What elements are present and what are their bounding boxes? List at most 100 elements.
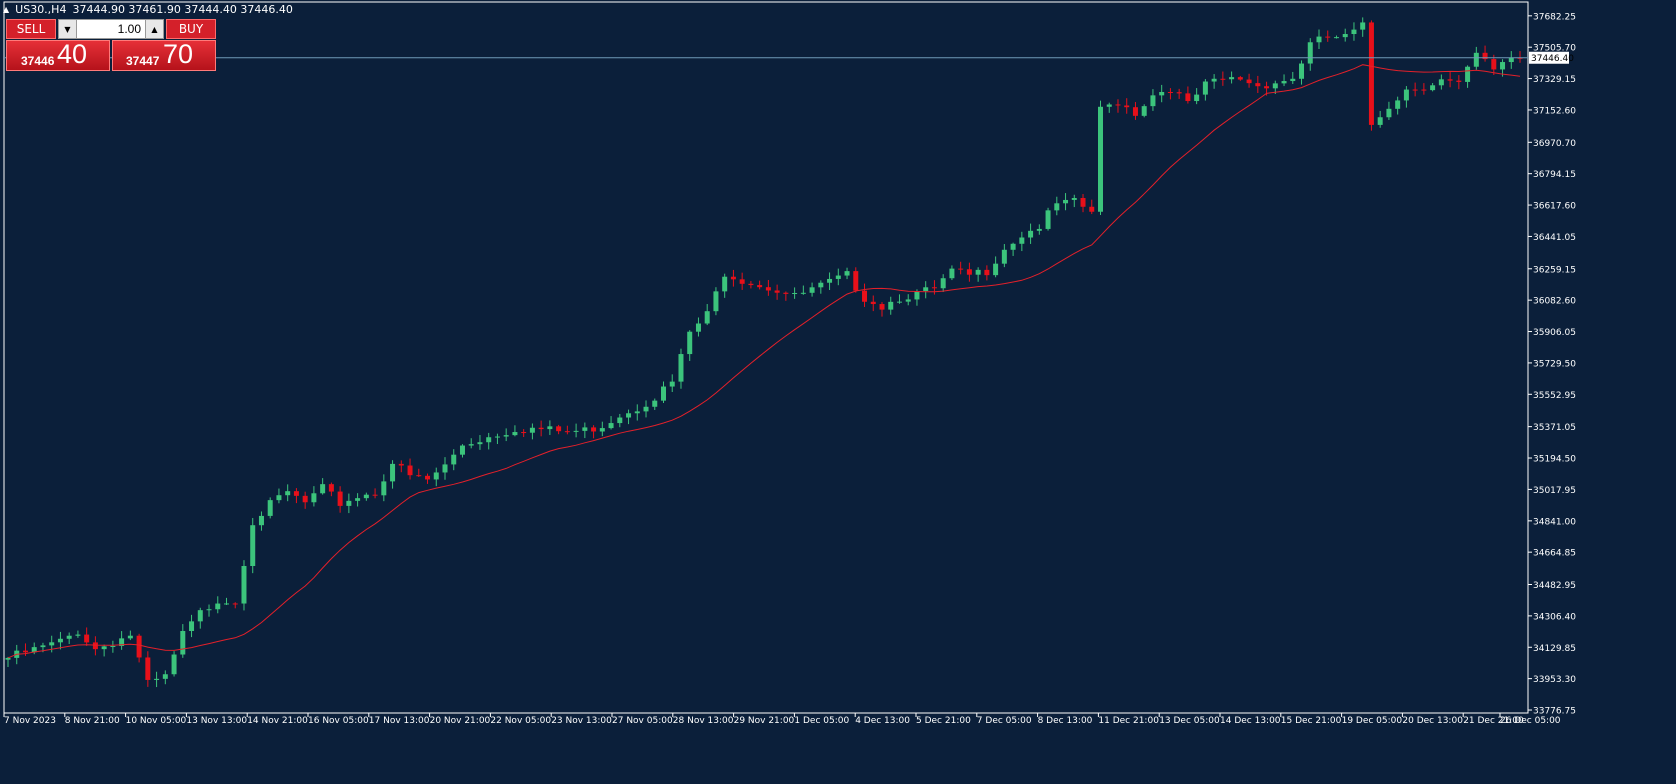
candle: [792, 287, 798, 299]
candle: [285, 484, 291, 502]
candle: [1290, 71, 1296, 84]
candle: [1229, 71, 1235, 84]
candle: [459, 444, 465, 458]
candle: [311, 486, 317, 507]
x-tick-label: 14 Dec 13:00: [1220, 716, 1281, 726]
x-tick-label: 5 Dec 21:00: [916, 716, 971, 726]
candle: [1508, 51, 1514, 69]
candle: [425, 473, 431, 484]
candle: [1307, 38, 1313, 71]
candle: [1517, 51, 1523, 63]
candle: [1403, 86, 1409, 108]
candle: [739, 272, 745, 290]
candles: [5, 17, 1523, 688]
x-tick-label: 29 Nov 21:00: [734, 716, 795, 726]
candle: [1430, 82, 1436, 92]
candle: [171, 651, 177, 677]
y-tick-label: 36617.60: [1533, 202, 1576, 212]
candle: [687, 330, 693, 361]
candle: [57, 631, 63, 650]
candle: [180, 624, 186, 658]
candle: [923, 281, 929, 299]
candle: [1456, 75, 1462, 90]
candle: [1080, 194, 1086, 213]
candle: [241, 560, 247, 611]
x-tick-label: 16 Nov 05:00: [308, 716, 369, 726]
candle: [1098, 100, 1103, 216]
y-tick-label: 35552.95: [1533, 391, 1576, 401]
candle: [1141, 104, 1147, 118]
candle: [800, 285, 806, 295]
candle: [966, 262, 972, 282]
x-tick-label: 15 Dec 21:00: [1281, 716, 1342, 726]
y-tick-label: 36794.15: [1533, 170, 1576, 180]
buy-button[interactable]: BUY: [166, 19, 216, 39]
candle: [669, 374, 675, 393]
candle: [110, 640, 116, 653]
candle: [1036, 224, 1042, 235]
lot-decrease-icon[interactable]: ▼: [59, 20, 77, 38]
candle: [949, 265, 955, 281]
candle: [547, 420, 553, 435]
price-axis: 37682.25 37505.70 37329.15 37152.60 36970.70…: [1528, 12, 1576, 717]
candle: [958, 261, 964, 275]
lot-size-input[interactable]: [77, 20, 145, 38]
candle: [1377, 110, 1383, 128]
candle: [1211, 74, 1217, 89]
y-tick-label: 33776.75: [1533, 707, 1576, 717]
candle: [757, 280, 763, 290]
x-tick-label: 8 Nov 21:00: [65, 716, 120, 726]
buy-price-button[interactable]: 37447 70: [112, 39, 216, 71]
candle: [5, 656, 11, 667]
candle: [1342, 28, 1348, 42]
buy-price-pips: 70: [163, 39, 194, 69]
y-tick-label: 36970.70: [1533, 139, 1576, 149]
x-tick-label: 7 Dec 05:00: [977, 716, 1032, 726]
candle: [127, 630, 133, 641]
symbol-label: US30.,H4: [15, 3, 67, 16]
candle: [591, 425, 597, 439]
candle: [494, 433, 500, 444]
candle: [267, 497, 273, 519]
candle: [390, 460, 396, 489]
y-tick-label: 36259.15: [1533, 265, 1576, 275]
candle: [407, 458, 413, 480]
x-tick-label: 20 Nov 21:00: [430, 716, 491, 726]
y-tick-label: 37329.15: [1533, 75, 1576, 85]
sell-button[interactable]: SELL: [6, 19, 56, 39]
candle: [1132, 102, 1138, 120]
candle: [1447, 72, 1453, 88]
x-tick-label: 21 Dec 21:00: [1463, 716, 1524, 726]
candle: [853, 267, 859, 293]
candle: [442, 457, 448, 480]
candle: [154, 671, 160, 688]
candle: [1071, 194, 1077, 208]
candle: [1299, 60, 1305, 85]
candle: [293, 488, 299, 504]
x-tick-label: 8 Dec 13:00: [1038, 716, 1093, 726]
candle: [827, 272, 833, 291]
candle: [189, 614, 195, 638]
sell-price-button[interactable]: 37446 40: [6, 39, 110, 71]
candle: [1246, 73, 1252, 88]
y-tick-label: 33953.30: [1533, 675, 1576, 685]
one-click-trading-panel: SELL ▼ ▲ BUY 37446 40 37447 70: [6, 19, 216, 71]
candle: [774, 284, 780, 300]
candle: [1351, 22, 1357, 41]
x-tick-label: 17 Nov 13:00: [369, 716, 430, 726]
candle: [888, 296, 894, 315]
candle: [1106, 102, 1112, 113]
candle: [1054, 196, 1060, 216]
candle: [1360, 17, 1366, 37]
candle: [433, 467, 439, 487]
x-tick-label: 14 Nov 21:00: [247, 716, 308, 726]
candle: [468, 438, 474, 449]
lot-increase-icon[interactable]: ▲: [145, 20, 163, 38]
lot-size-stepper: ▼ ▲: [58, 19, 164, 39]
candle: [1063, 193, 1069, 211]
candle: [1412, 82, 1418, 97]
collapse-triangle-icon[interactable]: ▲: [3, 5, 10, 14]
candle: [608, 416, 614, 430]
